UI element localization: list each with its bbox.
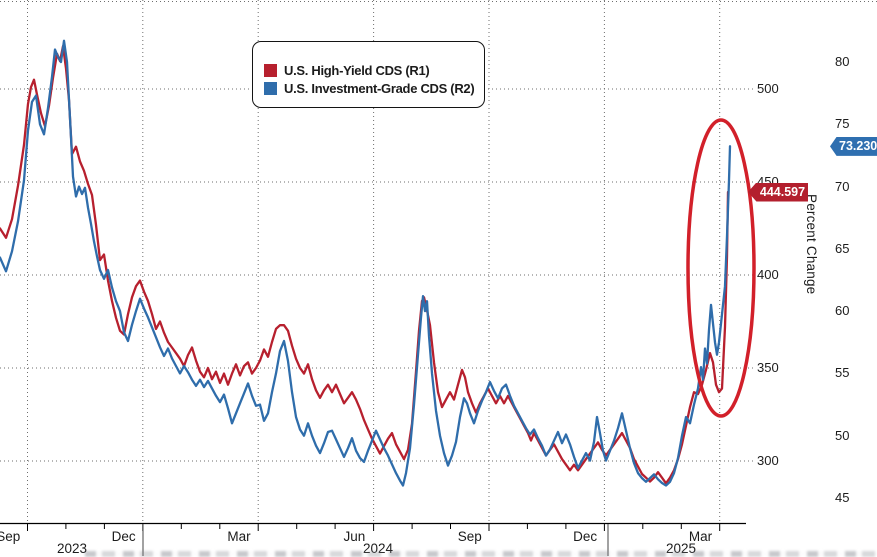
investment-grade-swatch-icon xyxy=(264,81,277,95)
x-year-label: 2024 xyxy=(362,541,394,556)
r1-tick-label: 400 xyxy=(757,267,779,282)
x-month-label: Sep xyxy=(0,529,21,544)
r2-tick-label: 55 xyxy=(835,365,850,381)
r2-tick-label: 80 xyxy=(835,54,850,69)
x-year-label: 2023 xyxy=(56,541,88,556)
r2-tick-label: 70 xyxy=(835,178,850,194)
r2-tick-label: 50 xyxy=(835,427,850,443)
legend-label: U.S. Investment-Grade CDS (R2) xyxy=(284,80,475,96)
spike-highlight-ellipse xyxy=(686,118,756,418)
right-axis-title: Percent Change xyxy=(804,194,819,295)
legend-label: U.S. High-Yield CDS (R1) xyxy=(284,62,430,78)
blurred-footer-strip xyxy=(85,551,877,557)
r2-tick-label: 60 xyxy=(835,303,850,319)
r1-tick-label: 500 xyxy=(757,81,779,96)
x-year-label: 2025 xyxy=(665,541,697,556)
x-month-label: Sep xyxy=(457,529,482,544)
r2-tick-label: 75 xyxy=(835,116,850,132)
series-line-r2 xyxy=(0,39,732,487)
high-yield-swatch-icon xyxy=(264,63,277,77)
r2-tick-label: 45 xyxy=(835,489,850,505)
x-month-label: Jun xyxy=(343,529,366,544)
x-month-label: Mar xyxy=(227,529,251,544)
x-month-label: Dec xyxy=(111,529,136,544)
r2-tick-label: 65 xyxy=(835,240,850,256)
legend-item-high-yield: U.S. High-Yield CDS (R1) xyxy=(264,62,474,78)
x-month-label: Mar xyxy=(688,529,713,544)
legend-item-investment-grade: U.S. Investment-Grade CDS (R2) xyxy=(264,80,475,96)
chart-legend[interactable]: U.S. High-Yield CDS (R1) U.S. Investment… xyxy=(252,41,485,108)
x-month-label: Dec xyxy=(573,529,598,544)
last-value-tag-investment-grade: 73.230 xyxy=(830,136,877,156)
r1-tick-label: 300 xyxy=(757,453,779,468)
last-value-tag-high-yield: 444.597 xyxy=(748,182,808,202)
r1-tick-label: 350 xyxy=(757,360,779,375)
